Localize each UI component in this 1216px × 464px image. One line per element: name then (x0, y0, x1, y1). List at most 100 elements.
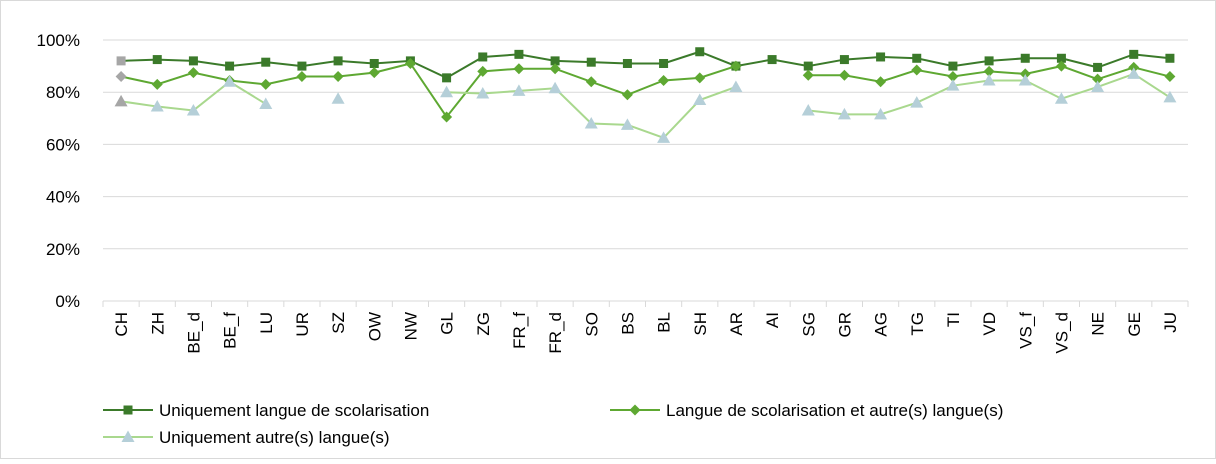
x-tick-label: LU (257, 312, 276, 334)
x-tick-label: BE_f (221, 312, 240, 349)
marker (694, 72, 706, 84)
marker (982, 73, 996, 86)
x-tick-label: CH (112, 312, 131, 337)
x-tick-label: ZG (474, 312, 493, 336)
y-tick-label: 80% (46, 83, 80, 102)
legend-marker (123, 405, 133, 415)
marker (584, 117, 598, 129)
marker (1020, 53, 1030, 63)
marker (188, 56, 198, 66)
legend-marker (629, 404, 641, 416)
marker (983, 65, 995, 77)
marker (116, 56, 126, 66)
marker (801, 103, 815, 116)
x-tick-label: OW (365, 312, 384, 341)
marker (586, 57, 596, 67)
marker (622, 58, 632, 68)
marker (1164, 71, 1176, 83)
marker (225, 61, 235, 71)
marker (549, 63, 561, 75)
x-tick-label: JU (1161, 312, 1180, 333)
x-tick-label: NE (1089, 312, 1108, 336)
marker (1018, 73, 1032, 86)
marker (1092, 73, 1104, 85)
x-tick-label: GR (835, 312, 854, 338)
marker (876, 52, 886, 62)
marker (476, 87, 490, 99)
marker (803, 61, 813, 71)
marker (296, 71, 308, 83)
marker (874, 107, 888, 120)
marker (837, 107, 851, 120)
marker (947, 71, 959, 83)
marker (512, 84, 526, 96)
marker (442, 73, 452, 83)
marker (730, 60, 742, 72)
marker (839, 55, 849, 65)
y-tick-label: 100% (37, 31, 80, 50)
marker (150, 100, 164, 112)
y-tick-label: 60% (46, 135, 80, 154)
marker (440, 85, 454, 98)
marker (620, 118, 634, 130)
marker (1093, 62, 1103, 72)
marker (767, 55, 777, 65)
marker (114, 94, 128, 107)
marker (695, 47, 705, 57)
marker (657, 131, 671, 143)
x-tick-label: SH (691, 312, 710, 336)
legend-marker (121, 430, 135, 442)
marker (333, 56, 343, 66)
legend-label: Uniquement autre(s) langue(s) (159, 428, 390, 447)
marker (621, 89, 633, 101)
marker (152, 55, 162, 65)
marker (693, 93, 707, 106)
marker (1055, 60, 1067, 72)
y-tick-label: 20% (46, 240, 80, 259)
marker (802, 69, 814, 81)
y-tick-label: 0% (55, 292, 80, 311)
x-tick-label: FR_d (546, 312, 565, 354)
marker (550, 56, 560, 66)
marker (948, 61, 958, 71)
marker (1129, 49, 1139, 59)
marker (478, 52, 488, 62)
marker (984, 56, 994, 66)
x-tick-label: SG (799, 312, 818, 337)
x-tick-label: VD (980, 312, 999, 336)
marker (585, 76, 597, 88)
marker (186, 103, 200, 116)
x-tick-label: NW (401, 312, 420, 340)
marker (187, 67, 199, 79)
marker (875, 76, 887, 88)
marker (1128, 61, 1140, 73)
marker (946, 79, 960, 91)
marker (911, 64, 923, 76)
marker (332, 71, 344, 83)
marker (1019, 68, 1031, 80)
marker (259, 97, 273, 109)
marker (513, 63, 525, 75)
marker (548, 81, 562, 94)
x-tick-label: SO (582, 312, 601, 337)
x-tick-label: BL (655, 312, 674, 333)
marker (1091, 80, 1105, 92)
marker (441, 111, 453, 123)
x-tick-label: AR (727, 312, 746, 336)
marker (477, 65, 489, 77)
marker (729, 80, 743, 92)
x-tick-label: FR_f (510, 312, 529, 349)
marker (297, 61, 307, 71)
x-tick-label: VS_f (1016, 312, 1035, 349)
legend-label: Langue de scolarisation et autre(s) lang… (666, 401, 1003, 420)
marker (658, 74, 670, 86)
marker (1163, 90, 1177, 103)
marker (151, 78, 163, 90)
series-line (121, 50, 1171, 79)
marker (368, 67, 380, 79)
y-tick-label: 40% (46, 188, 80, 207)
x-tick-label: TG (908, 312, 927, 336)
marker (912, 53, 922, 63)
x-tick-label: VS_d (1052, 312, 1071, 354)
